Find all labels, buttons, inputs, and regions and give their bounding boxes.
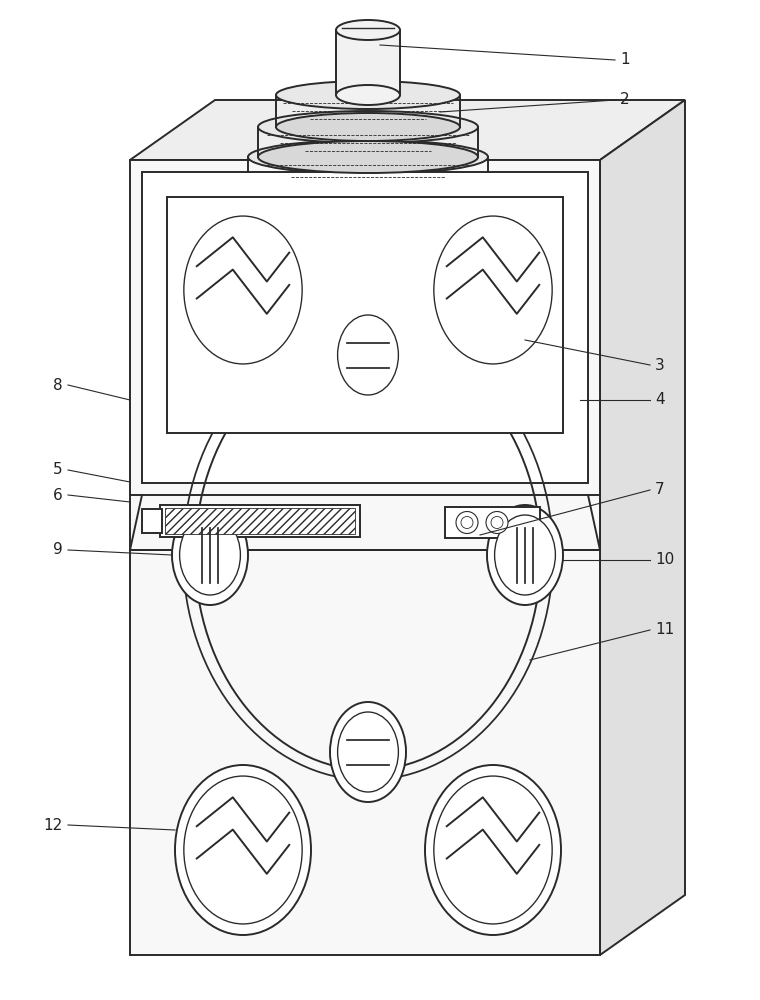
Text: 1: 1 xyxy=(620,52,629,68)
Ellipse shape xyxy=(248,140,488,174)
Ellipse shape xyxy=(425,765,561,935)
Ellipse shape xyxy=(337,712,398,792)
Text: 2: 2 xyxy=(620,93,629,107)
Polygon shape xyxy=(130,160,600,955)
Ellipse shape xyxy=(330,702,406,802)
Bar xyxy=(445,507,540,538)
Ellipse shape xyxy=(337,315,398,395)
Text: 3: 3 xyxy=(655,358,665,372)
Bar xyxy=(142,509,162,533)
Bar xyxy=(165,508,355,534)
Ellipse shape xyxy=(491,516,503,528)
Text: 5: 5 xyxy=(53,462,63,478)
Ellipse shape xyxy=(258,141,478,173)
Ellipse shape xyxy=(184,216,302,364)
Ellipse shape xyxy=(336,85,400,105)
Ellipse shape xyxy=(172,505,248,605)
Ellipse shape xyxy=(276,113,460,141)
Ellipse shape xyxy=(495,515,556,595)
Ellipse shape xyxy=(179,515,240,595)
Ellipse shape xyxy=(184,776,302,924)
Ellipse shape xyxy=(487,505,563,605)
Ellipse shape xyxy=(330,305,406,405)
Ellipse shape xyxy=(336,20,400,40)
Ellipse shape xyxy=(276,81,460,109)
Text: 11: 11 xyxy=(655,622,674,638)
Ellipse shape xyxy=(175,765,311,935)
Text: 4: 4 xyxy=(655,392,665,408)
Polygon shape xyxy=(130,100,685,160)
Text: 10: 10 xyxy=(655,552,674,568)
Ellipse shape xyxy=(248,168,488,202)
Text: 7: 7 xyxy=(655,483,665,497)
Text: 6: 6 xyxy=(53,488,63,502)
Ellipse shape xyxy=(434,776,553,924)
Text: 8: 8 xyxy=(53,377,63,392)
Ellipse shape xyxy=(425,205,561,375)
Ellipse shape xyxy=(175,205,311,375)
Bar xyxy=(160,505,360,537)
Bar xyxy=(142,172,588,483)
Bar xyxy=(167,197,563,433)
Ellipse shape xyxy=(456,512,478,534)
Ellipse shape xyxy=(258,111,478,143)
Ellipse shape xyxy=(461,516,473,528)
Text: 9: 9 xyxy=(53,542,63,558)
Ellipse shape xyxy=(486,512,508,534)
Text: 12: 12 xyxy=(44,818,63,832)
Ellipse shape xyxy=(434,216,553,364)
Bar xyxy=(336,30,400,95)
Polygon shape xyxy=(600,100,685,955)
